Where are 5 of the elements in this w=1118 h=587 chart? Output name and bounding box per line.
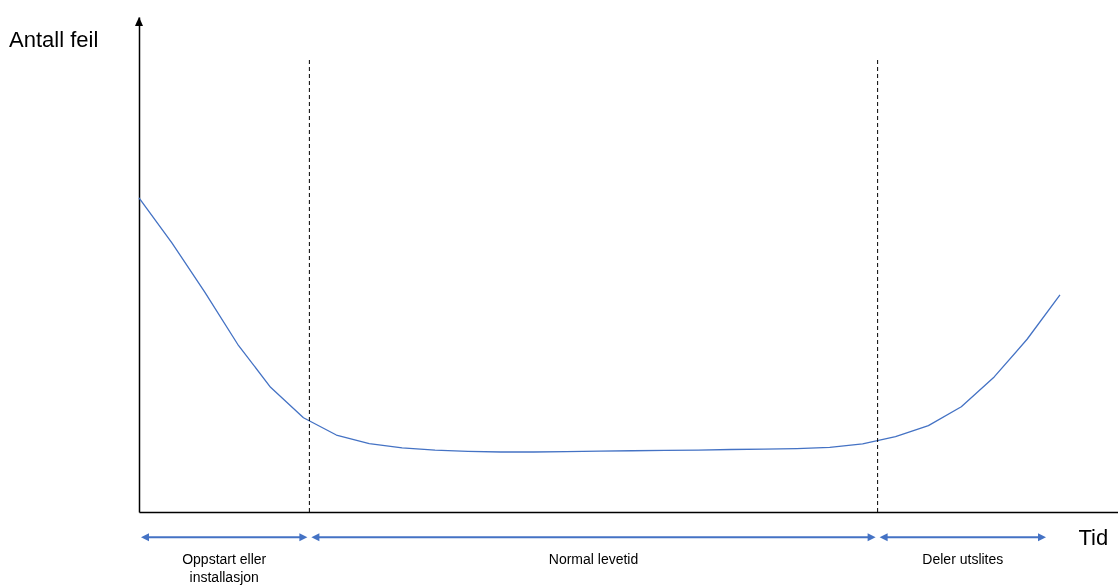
text: Deler utslites [922, 551, 1004, 568]
text: Normal levetid [548, 551, 639, 568]
x-axis-title: Tid [1078, 524, 1109, 550]
text: Oppstart eller installasjon [182, 551, 267, 586]
text: Antall feil [9, 27, 99, 52]
